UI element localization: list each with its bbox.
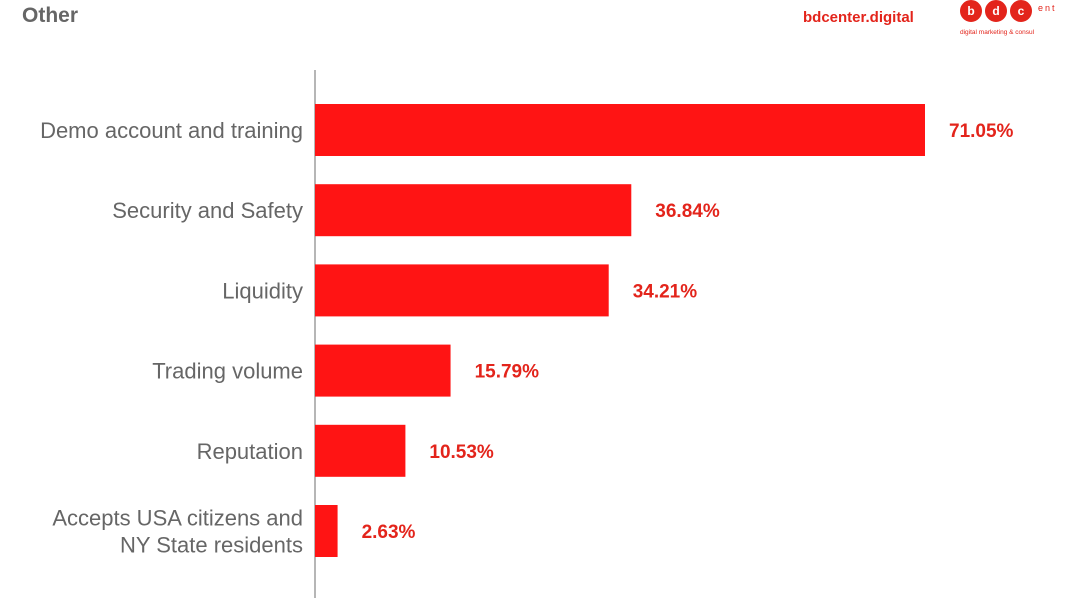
bar-4: [315, 424, 406, 477]
logo-tagline: digital marketing & consul: [960, 29, 1035, 36]
logo-circle-b: b: [960, 0, 982, 22]
chart-title: Other: [22, 4, 79, 27]
value-label-2: 34.21%: [633, 281, 698, 302]
value-label-5: 2.63%: [362, 522, 416, 543]
brand-logo: b d c ent digital marketing & consul: [958, 0, 1068, 42]
logo-suffix: ent: [1038, 3, 1057, 13]
bar-3: [315, 344, 451, 397]
brand-text: bdcenter.digital: [803, 9, 914, 26]
bar-2: [315, 264, 609, 317]
category-label-3: Trading volume: [152, 359, 303, 384]
category-label-0: Demo account and training: [40, 118, 303, 143]
logo-circle-c: c: [1010, 0, 1032, 22]
bar-5: [315, 505, 338, 557]
value-label-0: 71.05%: [949, 121, 1014, 142]
category-label-2: Liquidity: [222, 278, 303, 303]
value-label-3: 15.79%: [475, 362, 540, 383]
value-label-1: 36.84%: [655, 201, 720, 222]
category-label-1: Security and Safety: [112, 198, 303, 223]
bar-0: [315, 104, 925, 156]
category-label-5: Accepts USA citizens and NY State residen…: [52, 506, 303, 558]
logo-circle-d: d: [985, 0, 1007, 22]
category-label-4: Reputation: [197, 439, 303, 464]
value-label-4: 10.53%: [429, 442, 494, 463]
bar-1: [315, 184, 632, 237]
